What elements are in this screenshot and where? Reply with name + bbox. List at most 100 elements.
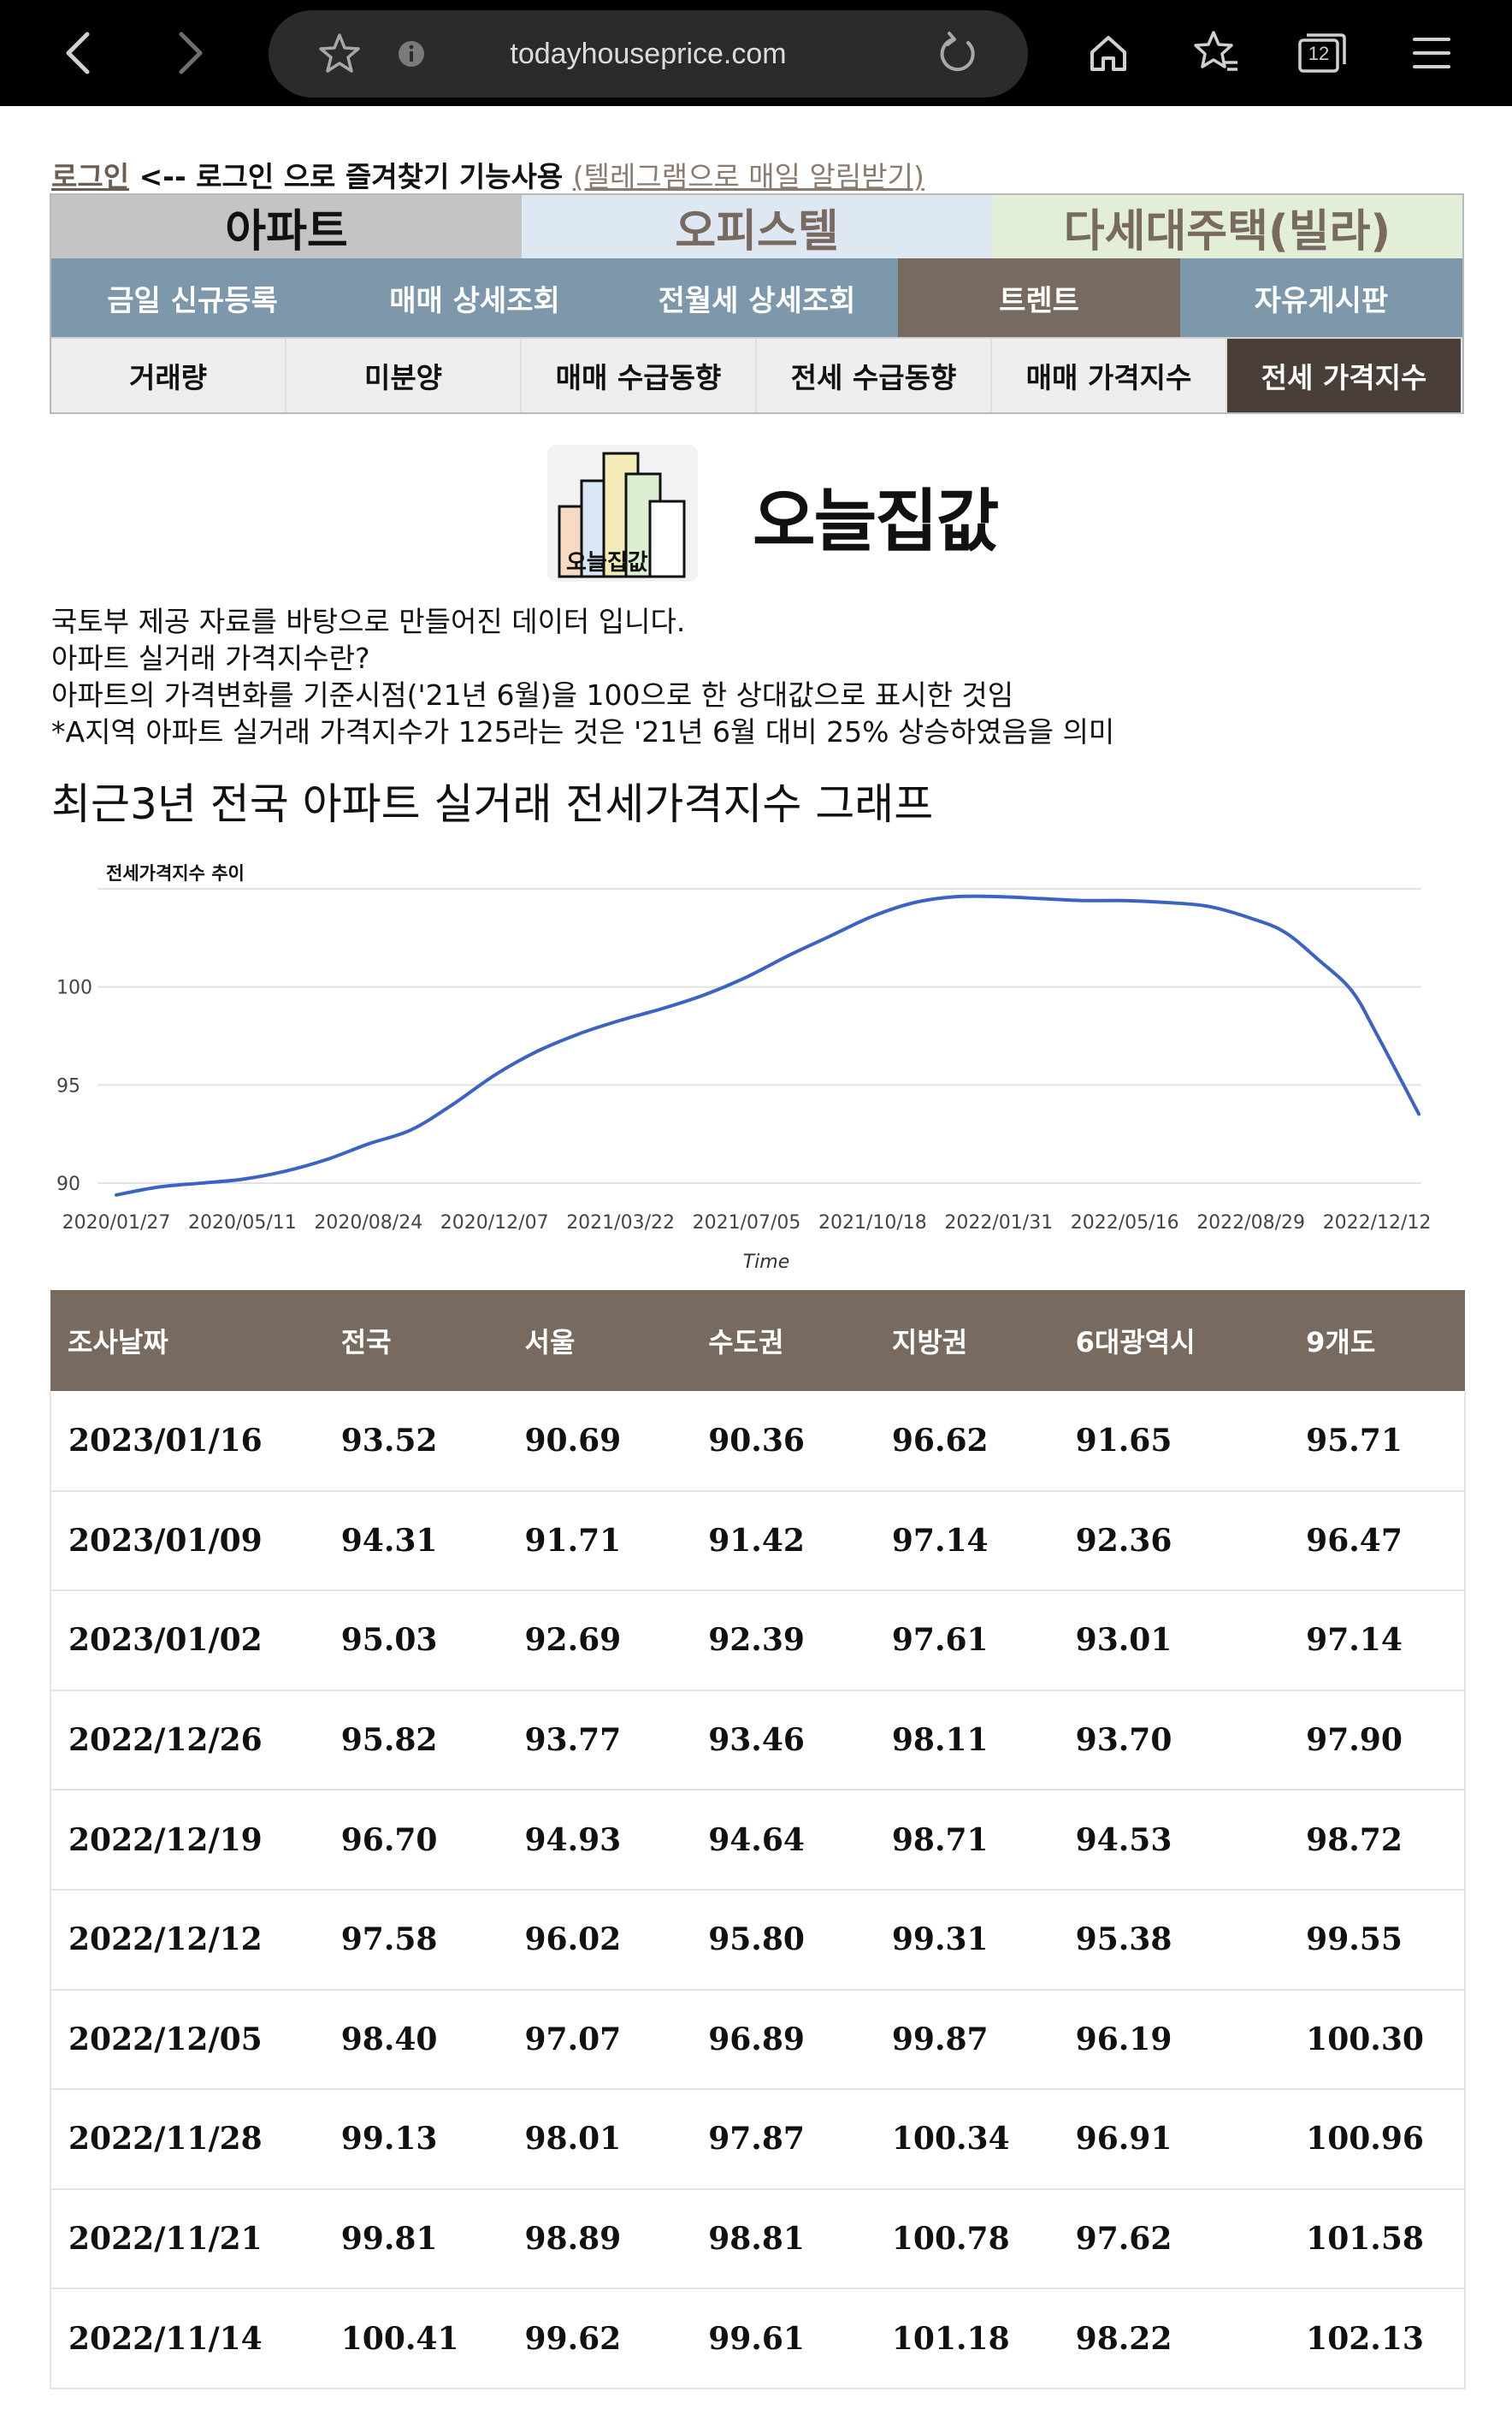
table-date-cell: 2022/11/21 xyxy=(50,2188,324,2290)
table-row: 2022/11/28 99.13 98.01 97.87 100.34 96.91 100.… xyxy=(50,2089,1466,2190)
telegram-alert-link[interactable]: (텔레그램으로 매일 알림받기) xyxy=(572,160,924,193)
table-value-cell: 93.01 xyxy=(1058,1590,1290,1691)
description-line-4: *A지역 아파트 실거래 가격지수가 125라는 것은 '21년 6월 대비 2… xyxy=(51,715,1115,749)
table-date-cell: 2022/11/28 xyxy=(50,2089,324,2190)
table-value-cell: 99.55 xyxy=(1289,1889,1466,1991)
table-date-cell: 2022/11/14 xyxy=(50,2288,324,2389)
table-value-cell: 95.82 xyxy=(323,1690,508,1791)
url-text[interactable]: todayhouseprice.com xyxy=(510,38,787,70)
table-value-cell: 99.61 xyxy=(691,2288,875,2389)
subsection-tab-1[interactable]: 거래량 xyxy=(51,339,286,412)
table-header-cell: 6대광역시 xyxy=(1058,1290,1290,1391)
category-tab-3[interactable]: 다세대주택(빌라) xyxy=(992,195,1462,258)
y-tick-label: 95 xyxy=(56,1075,80,1097)
table-header-cell: 지방권 xyxy=(874,1290,1059,1391)
table-date-cell: 2023/01/09 xyxy=(50,1490,324,1592)
menu-button[interactable] xyxy=(1404,26,1459,80)
site-logo[interactable]: 오늘집값 xyxy=(547,445,698,582)
table-value-cell: 91.71 xyxy=(507,1490,692,1592)
table-value-cell: 97.58 xyxy=(323,1889,508,1991)
series-line xyxy=(115,894,1421,1197)
chart-title: 전세가격지수 추이 xyxy=(106,863,245,884)
table-value-cell: 93.70 xyxy=(1058,1690,1290,1791)
section-tabs: 금일 신규등록 매매 상세조회 전월세 상세조회 트렌트 자유게시판 xyxy=(51,258,1462,337)
table-value-cell: 96.02 xyxy=(507,1889,692,1991)
x-tick-label: 2020/12/07 xyxy=(440,1212,549,1234)
hamburger-menu-icon xyxy=(1413,38,1450,68)
description-line-3: 아파트의 가격변화를 기준시점('21년 6월)을 100으로 한 상대값으로 … xyxy=(51,678,1014,712)
table-value-cell: 96.70 xyxy=(323,1790,508,1891)
section-tab-4[interactable]: 트렌트 xyxy=(898,258,1180,337)
table-row: 2023/01/16 93.52 90.69 90.36 96.62 91.65 95.71 xyxy=(50,1391,1466,1492)
x-tick-label: 2020/05/11 xyxy=(188,1212,297,1234)
tabs-button[interactable]: 12 xyxy=(1295,26,1350,80)
chart-heading: 최근3년 전국 아파트 실거래 전세가격지수 그래프 xyxy=(51,779,934,829)
table-value-cell: 92.69 xyxy=(507,1590,692,1691)
reload-icon[interactable] xyxy=(934,31,980,77)
table-row: 2023/01/09 94.31 91.71 91.42 97.14 92.36 96.47 xyxy=(50,1490,1466,1592)
logo-text[interactable]: 오늘집값 xyxy=(753,481,999,561)
description-line-1: 국토부 제공 자료를 바탕으로 만들어진 데이터 입니다. xyxy=(51,605,686,638)
table-value-cell: 95.71 xyxy=(1289,1391,1466,1492)
table-value-cell: 91.42 xyxy=(691,1490,875,1592)
table-value-cell: 98.89 xyxy=(507,2188,692,2290)
buildings-logo-icon: 오늘집값 xyxy=(547,445,698,582)
address-bar[interactable]: todayhouseprice.com xyxy=(269,10,1028,98)
table-value-cell: 101.18 xyxy=(874,2288,1059,2389)
table-header-cell: 서울 xyxy=(507,1290,692,1391)
subsection-tab-6[interactable]: 전세 가격지수 xyxy=(1227,339,1462,412)
login-link[interactable]: 로그인 xyxy=(51,160,130,193)
x-axis-ticks: 2020/01/27 2020/05/11 2020/08/24 2020/12/07… xyxy=(62,1212,1432,1234)
bookmark-star-icon[interactable] xyxy=(316,31,363,77)
table-value-cell: 99.13 xyxy=(323,2089,508,2190)
table-date-cell: 2022/12/05 xyxy=(50,1989,324,2091)
category-tab-2[interactable]: 오피스텔 xyxy=(522,195,992,258)
x-tick-label: 2021/03/22 xyxy=(566,1212,675,1234)
x-tick-label: 2022/12/12 xyxy=(1323,1212,1432,1234)
subsection-tab-5[interactable]: 매매 가격지수 xyxy=(992,339,1227,412)
section-tab-3[interactable]: 전월세 상세조회 xyxy=(658,283,856,318)
y-tick-label: 100 xyxy=(56,978,92,999)
x-tick-label: 2021/10/18 xyxy=(818,1212,927,1234)
site-menu: 아파트 오피스텔 다세대주택(빌라) 금일 신규등록 매매 상세조회 전월세 상세조회 트… xyxy=(50,193,1464,414)
table-value-cell: 102.13 xyxy=(1289,2288,1466,2389)
browser-toolbar: todayhouseprice.com 12 xyxy=(0,0,1512,106)
table-value-cell: 100.78 xyxy=(874,2188,1059,2290)
login-hint: <-- 로그인 으로 즐겨찾기 기능사용 xyxy=(139,160,564,193)
table-value-cell: 92.39 xyxy=(691,1590,875,1691)
category-tab-1[interactable]: 아파트 xyxy=(51,195,522,258)
subsection-tab-3[interactable]: 매매 수급동향 xyxy=(522,339,757,412)
table-header-cell: 수도권 xyxy=(691,1290,875,1391)
y-axis-ticks: 90 95 100 xyxy=(56,978,92,1195)
tabs-icon xyxy=(1298,33,1346,73)
table-date-cell: 2023/01/16 xyxy=(50,1391,324,1492)
back-button[interactable] xyxy=(51,26,106,80)
bookmarks-button[interactable] xyxy=(1189,26,1243,80)
table-header-cell: 조사날짜 xyxy=(50,1290,324,1391)
description-line-2: 아파트 실거래 가격지수란? xyxy=(51,642,370,675)
section-tab-2[interactable]: 매매 상세조회 xyxy=(389,283,560,318)
table-value-cell: 93.46 xyxy=(691,1690,875,1791)
table-value-cell: 94.64 xyxy=(691,1790,875,1891)
bookmarks-star-list-icon xyxy=(1194,31,1237,71)
table-value-cell: 95.03 xyxy=(323,1590,508,1691)
table-value-cell: 100.41 xyxy=(323,2288,508,2389)
table-value-cell: 96.89 xyxy=(691,1989,875,2091)
section-tab-5[interactable]: 자유게시판 xyxy=(1254,283,1389,318)
subsection-tab-4[interactable]: 전세 수급동향 xyxy=(757,339,992,412)
info-icon[interactable] xyxy=(388,31,434,77)
logo-icon-text: 오늘집값 xyxy=(566,550,648,576)
section-tab-1[interactable]: 금일 신규등록 xyxy=(107,283,278,318)
forward-button[interactable] xyxy=(162,26,217,80)
table-value-cell: 95.38 xyxy=(1058,1889,1290,1991)
home-button[interactable] xyxy=(1081,26,1136,80)
table-value-cell: 97.62 xyxy=(1058,2188,1290,2290)
subsection-tabs: 거래량 미분양 매매 수급동향 전세 수급동향 매매 가격지수 전세 가격지수 xyxy=(51,337,1462,412)
table-value-cell: 100.34 xyxy=(874,2089,1059,2190)
table-body: 2023/01/16 93.52 90.69 90.36 96.62 91.65 95.71… xyxy=(50,1391,1466,2389)
y-tick-label: 90 xyxy=(56,1174,80,1195)
table-value-cell: 97.61 xyxy=(874,1590,1059,1691)
subsection-tab-2[interactable]: 미분양 xyxy=(286,339,522,412)
x-axis-label: Time xyxy=(743,1252,790,1273)
home-icon xyxy=(1090,36,1126,71)
